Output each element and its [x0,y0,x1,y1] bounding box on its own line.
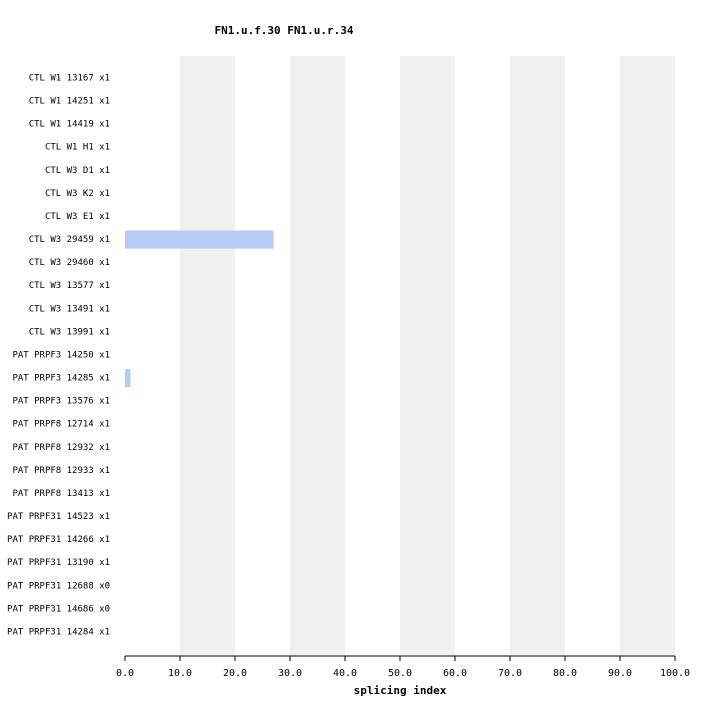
stripe [620,56,675,655]
y-tick-label: PAT PRPF8 13413 x1 [12,489,110,499]
y-tick-label: PAT PRPF31 14266 x1 [7,535,110,545]
x-tick-label: 30.0 [278,668,302,679]
y-tick-label: PAT PRPF8 12932 x1 [12,443,110,453]
y-tick-label: CTL W3 D1 x1 [45,166,110,176]
stripe [180,56,235,655]
y-tick-label: PAT PRPF3 13576 x1 [12,397,110,407]
x-tick-label: 60.0 [443,668,467,679]
bar [125,369,131,388]
y-tick-label: PAT PRPF3 14250 x1 [12,350,110,360]
y-tick-label: PAT PRPF3 14285 x1 [12,374,110,384]
stripe [400,56,455,655]
x-axis-label: splicing index [354,684,447,697]
y-tick-label: PAT PRPF31 14284 x1 [7,627,110,637]
x-tick-label: 80.0 [553,668,577,679]
y-tick-label: CTL W1 14419 x1 [29,120,110,130]
y-tick-label: CTL W3 K2 x1 [45,189,110,199]
x-tick-label: 50.0 [388,668,412,679]
x-tick-label: 70.0 [498,668,522,679]
y-tick-label: CTL W3 29460 x1 [29,258,110,268]
y-tick-label: CTL W3 13577 x1 [29,281,110,291]
chart-title: FN1.u.f.30 FN1.u.r.34 [214,24,353,37]
x-tick-label: 10.0 [168,668,192,679]
y-tick-label: CTL W3 29459 x1 [29,235,110,245]
y-tick-label: PAT PRPF31 14523 x1 [7,512,110,522]
y-tick-label: PAT PRPF31 14686 x0 [7,604,110,614]
y-tick-label: CTL W1 13167 x1 [29,74,110,84]
y-tick-label: CTL W1 14251 x1 [29,97,110,107]
y-tick-label: PAT PRPF8 12933 x1 [12,466,110,476]
x-tick-label: 20.0 [223,668,247,679]
stripe [510,56,565,655]
x-tick-label: 0.0 [116,668,134,679]
y-tick-label: CTL W3 E1 x1 [45,212,110,222]
x-tick-label: 100.0 [660,668,690,679]
y-tick-label: PAT PRPF8 12714 x1 [12,420,110,430]
y-tick-label: CTL W1 H1 x1 [45,143,110,153]
y-tick-label: CTL W3 13991 x1 [29,327,110,337]
y-tick-label: PAT PRPF31 13190 x1 [7,558,110,568]
x-tick-label: 90.0 [608,668,632,679]
y-tick-label: CTL W3 13491 x1 [29,304,110,314]
bar [125,230,274,249]
stripe [290,56,345,655]
y-tick-label: PAT PRPF31 12688 x0 [7,581,110,591]
x-tick-label: 40.0 [333,668,357,679]
